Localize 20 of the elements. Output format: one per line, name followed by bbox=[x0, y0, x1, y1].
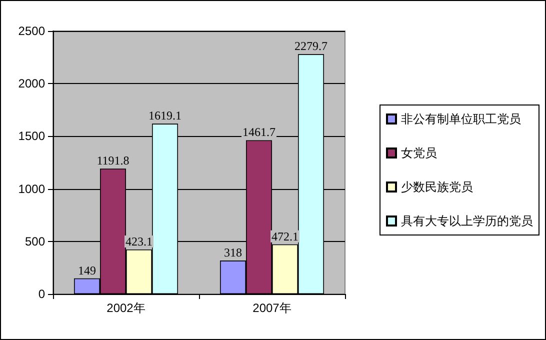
data-label: 2279.7 bbox=[294, 39, 328, 54]
data-label: 472.1 bbox=[272, 229, 298, 244]
y-tick-label: 500 bbox=[24, 234, 46, 248]
x-tick-label: 2007年 bbox=[252, 301, 292, 315]
data-label: 423.1 bbox=[126, 234, 152, 248]
data-label: 1191.8 bbox=[96, 154, 130, 168]
legend-label: 女党员 bbox=[401, 146, 437, 160]
y-tick-label: 1000 bbox=[18, 182, 46, 196]
x-tick-label: 2002年 bbox=[106, 301, 146, 315]
legend-label: 具有大专以上学历的党员 bbox=[401, 214, 533, 228]
legend-label: 少数民族党员 bbox=[401, 180, 473, 194]
y-tick-label: 0 bbox=[38, 287, 46, 301]
legend-label: 非公有制单位职工党员 bbox=[401, 112, 521, 126]
data-label: 318 bbox=[224, 246, 242, 260]
data-label: 1619.1 bbox=[148, 108, 182, 123]
data-label: 149 bbox=[78, 263, 96, 278]
y-tick-label: 2500 bbox=[18, 24, 46, 38]
y-tick-label: 1500 bbox=[18, 129, 46, 144]
y-tick-label: 2000 bbox=[18, 76, 46, 91]
data-label: 1461.7 bbox=[242, 125, 276, 140]
